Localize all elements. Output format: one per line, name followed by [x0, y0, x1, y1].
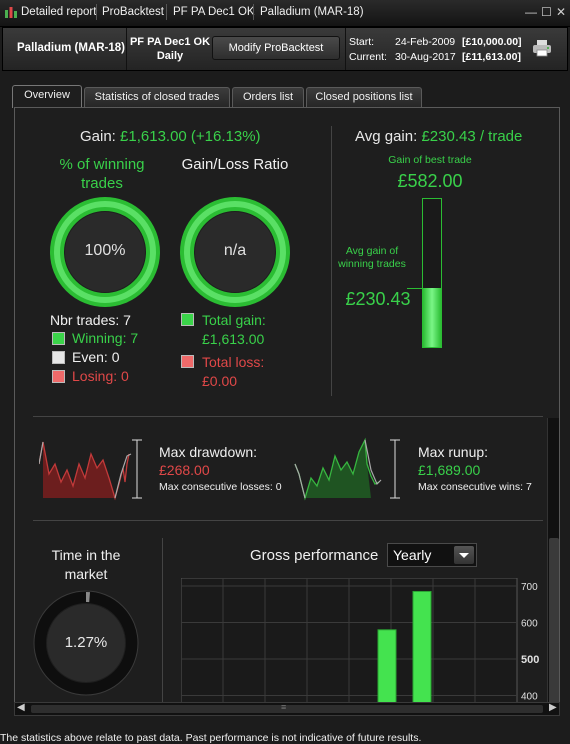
max-consecutive-wins: Max consecutive wins: 7	[418, 481, 532, 493]
window-titlebar: Detailed report ProBacktest PF PA Dec1 O…	[0, 0, 570, 27]
drawdown-sparkline	[38, 434, 151, 504]
disclaimer: The statistics above relate to past data…	[0, 732, 422, 744]
current-date: 30-Aug-2017	[395, 51, 456, 63]
horizontal-scrollbar-thumb[interactable]: ≡	[31, 702, 543, 713]
start-label: Start:	[349, 36, 375, 48]
strategy-info: PF PA Dec1 OK Daily	[127, 35, 213, 63]
start-value: [£10,000.00]	[462, 36, 522, 48]
report-header: Palladium (MAR-18) PF PA Dec1 OK Daily M…	[2, 27, 568, 71]
runup-sparkline	[291, 434, 403, 504]
tab-orders-list[interactable]: Orders list	[232, 87, 304, 107]
gain-value: £1,613.00 (+16.13%)	[120, 128, 261, 145]
avg-pointer-line	[407, 288, 423, 289]
breadcrumb-instrument[interactable]: Palladium (MAR-18)	[260, 6, 364, 18]
max-drawdown-label: Max drawdown:	[159, 444, 258, 460]
breadcrumb-probacktest[interactable]: ProBacktest	[102, 6, 164, 18]
chart-y-tick-label: 400	[521, 692, 538, 703]
chevron-down-icon[interactable]	[454, 546, 474, 564]
total-gain: Total gain: £1,613.00	[202, 311, 266, 349]
avg-gain-summary: Avg gain: £230.43 / trade	[355, 128, 522, 145]
vertical-scrollbar-thumb[interactable]	[549, 538, 559, 702]
max-drawdown-value: £268.00	[159, 462, 210, 478]
gain-label: Gain:	[80, 128, 116, 145]
period-select[interactable]: Yearly	[387, 543, 477, 567]
close-icon[interactable]: ✕	[556, 5, 567, 19]
avg-winning-label: Avg gain of winning trades	[338, 245, 406, 270]
winning-trades-title: % of winning trades	[59, 156, 145, 192]
breadcrumb-detailed-report[interactable]: Detailed report	[21, 6, 97, 18]
total-loss-swatch	[181, 355, 194, 368]
winning-legend-swatch	[52, 332, 65, 345]
tab-overview[interactable]: Overview	[12, 85, 82, 108]
time-in-market-title: Time in the market	[51, 547, 121, 582]
current-label: Current:	[349, 51, 387, 63]
gain-loss-ratio-title: Gain/Loss Ratio	[181, 156, 289, 173]
even-legend-swatch	[52, 351, 65, 364]
scroll-left-icon[interactable]: ◀	[17, 702, 25, 713]
winning-trades-gauge: 100%	[49, 196, 161, 308]
timeframe: Daily	[156, 50, 184, 62]
total-loss-value: £0.00	[202, 373, 238, 389]
chart-y-tick-label: 600	[521, 619, 538, 630]
nbr-trades: Nbr trades: 7	[50, 312, 131, 328]
breadcrumb-strategy[interactable]: PF PA Dec1 OK	[173, 6, 255, 18]
avg-gain-bar-fill	[423, 288, 441, 347]
best-trade-value: £582.00	[397, 171, 463, 191]
chart-bar	[412, 590, 432, 702]
grip-icon: ≡	[281, 702, 287, 712]
gross-performance-label: Gross performance	[250, 547, 379, 564]
avg-gain-value: £230.43 / trade	[421, 128, 523, 145]
gain-loss-ratio-value: n/a	[223, 242, 247, 259]
overview-panel: Gain: £1,613.00 (+16.13%) % of winning t…	[14, 107, 560, 703]
strategy-name: PF PA Dec1 OK	[129, 36, 211, 48]
chart-icon	[4, 6, 18, 25]
gain-summary: Gain: £1,613.00 (+16.13%)	[80, 128, 261, 145]
start-date: 24-Feb-2009	[395, 36, 456, 48]
total-gain-label: Total gain:	[202, 312, 266, 328]
total-gain-value: £1,613.00	[202, 331, 265, 347]
tab-closed-positions-list[interactable]: Closed positions list	[306, 87, 422, 107]
chart-y-tick-label: 700	[521, 582, 538, 593]
losing-count: Losing: 0	[72, 368, 129, 384]
max-runup-label: Max runup:	[418, 444, 489, 460]
total-loss-label: Total loss:	[202, 354, 265, 370]
chart-bar	[377, 629, 397, 702]
maximize-icon[interactable]: ☐	[541, 5, 552, 19]
print-icon[interactable]	[532, 39, 552, 62]
scroll-right-icon[interactable]: ▶	[549, 702, 557, 713]
modify-probacktest-button[interactable]: Modify ProBacktest	[212, 36, 340, 60]
gross-performance-chart: 700 600 500 400	[181, 578, 539, 703]
time-in-market-value: 1.27%	[64, 634, 108, 651]
losing-legend-swatch	[52, 370, 65, 383]
max-runup-value: £1,689.00	[418, 462, 481, 478]
gain-loss-ratio-gauge: n/a	[179, 196, 291, 308]
winning-trades-percent: 100%	[84, 242, 126, 259]
max-consecutive-losses: Max consecutive losses: 0	[159, 481, 282, 493]
time-in-market-gauge: 1.27%	[33, 590, 139, 696]
chart-y-tick-label: 500	[521, 654, 539, 666]
period-select-value: Yearly	[393, 547, 432, 563]
instrument-name: Palladium (MAR-18)	[17, 42, 125, 54]
vertical-scrollbar[interactable]	[547, 418, 559, 702]
winning-count: Winning: 7	[72, 330, 139, 346]
avg-gain-bar	[422, 198, 442, 348]
total-gain-swatch	[181, 313, 194, 326]
total-loss: Total loss: £0.00	[202, 353, 264, 391]
horizontal-scrollbar[interactable]: ◀ ≡ ▶	[14, 702, 560, 716]
minimize-icon[interactable]: —	[525, 5, 537, 19]
avg-gain-label: Avg gain:	[355, 128, 418, 145]
best-trade-label: Gain of best trade	[388, 154, 472, 166]
current-value: [£11,613.00]	[462, 51, 521, 63]
even-count: Even: 0	[72, 349, 120, 365]
avg-winning-value: £230.43	[345, 289, 411, 309]
tab-statistics-closed-trades[interactable]: Statistics of closed trades	[84, 87, 230, 107]
